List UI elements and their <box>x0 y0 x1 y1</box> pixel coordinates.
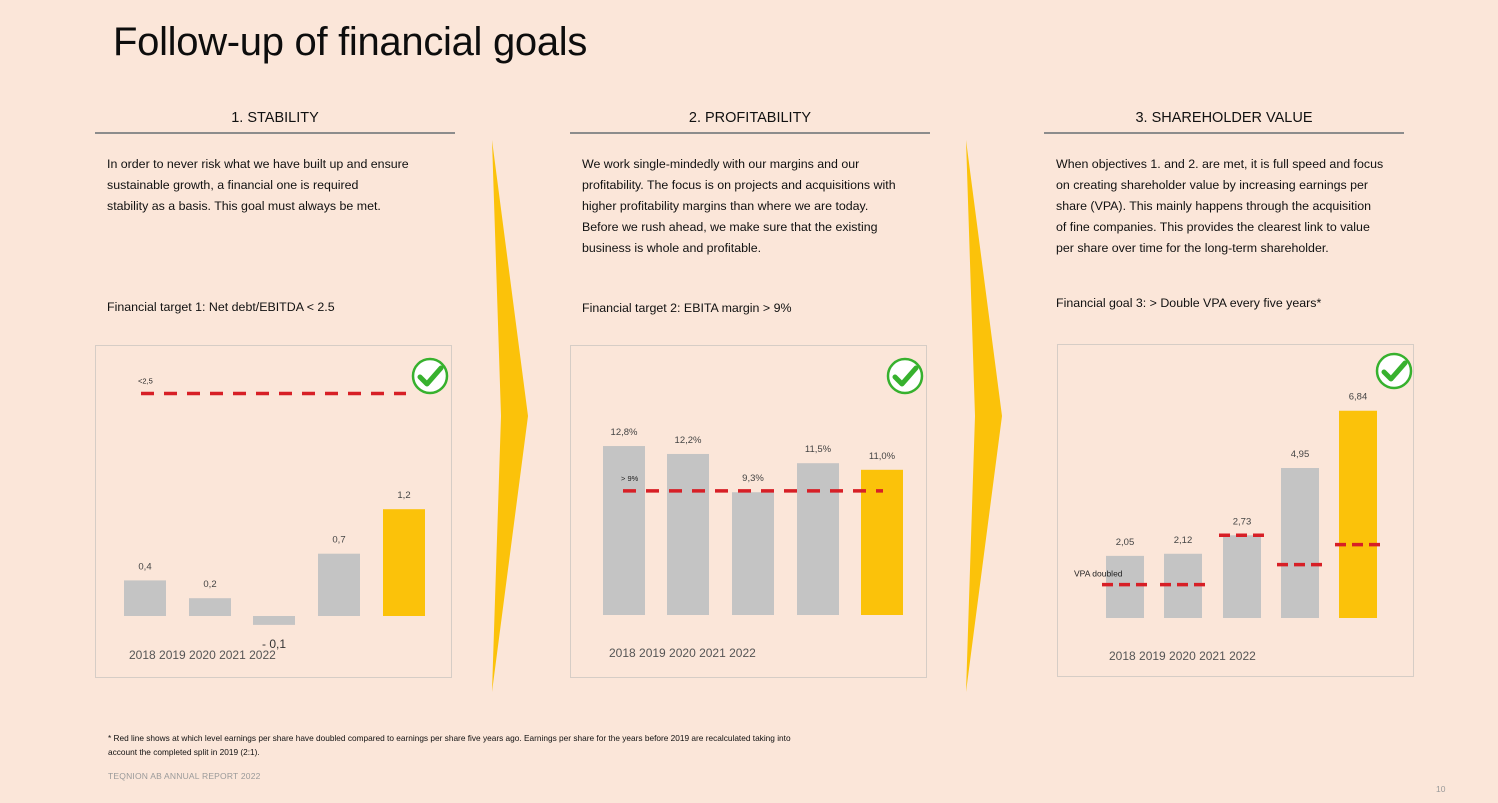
bar-2018 <box>603 446 645 615</box>
x-axis-labels: 2018 2019 2020 2021 2022 <box>1109 649 1256 663</box>
bar-value-label: 6,84 <box>1349 392 1368 403</box>
bar-2018 <box>1106 555 1144 618</box>
description-line: higher profitability margins than where … <box>582 199 869 213</box>
heading-rule <box>95 132 455 134</box>
bar-value-label: 9,3% <box>742 473 764 484</box>
bar-2022 <box>861 469 903 615</box>
heading-rule <box>1044 132 1404 134</box>
doubled-label: VPA doubled <box>1074 569 1123 579</box>
bar-2022 <box>383 509 425 616</box>
description-line: per share over time for the long-term sh… <box>1056 241 1329 255</box>
bar-value-label: 2,73 <box>1233 516 1252 527</box>
bar-2020 <box>253 616 295 625</box>
page-title: Follow-up of financial goals <box>113 20 588 64</box>
column-heading: 3. SHAREHOLDER VALUE <box>1135 110 1313 126</box>
bar-value-label: 0,7 <box>332 535 345 546</box>
chart-shareholder-value-svg: 2,05 2,12 2,73 4,95 6,84 VPA doubled 2018 2019… <box>1074 352 1413 663</box>
bar-value-label: 1,2 <box>397 490 410 501</box>
bar-value-label: 12,2% <box>675 435 702 446</box>
description-line: When objectives 1. and 2. are met, it is… <box>1056 157 1384 171</box>
checkmark-icon <box>411 357 449 395</box>
description-line: In order to never risk what we have buil… <box>107 157 409 171</box>
bar-value-label: 11,5% <box>805 444 832 455</box>
bar-value-label: 0,2 <box>203 579 216 590</box>
description-line: We work single-mindedly with our margins… <box>582 157 860 171</box>
chart-stability-svg: 0,4 0,2 - 0,1 0,7 1,2 <2,5 2018 2019 2020 2021… <box>124 357 449 662</box>
bar-2022 <box>1339 410 1377 618</box>
heading-rule <box>570 132 930 134</box>
description-line: stability as a basis. This goal must alw… <box>107 199 381 213</box>
financial-target: Financial target 2: EBITA margin > 9% <box>582 301 792 315</box>
report-label: TEQNION AB ANNUAL REPORT 2022 <box>108 771 261 781</box>
column-description: When objectives 1. and 2. are met, it is… <box>1056 154 1401 259</box>
x-axis-labels: 2018 2019 2020 2021 2022 <box>129 648 276 662</box>
column-description: We work single-mindedly with our margins… <box>582 154 927 259</box>
description-line: sustainable growth, a financial one is r… <box>107 178 359 192</box>
bar-value-label: 2,05 <box>1116 537 1135 548</box>
chart-shareholder-value: 2,05 2,12 2,73 4,95 6,84 VPA doubled 2018 2019… <box>1057 344 1414 677</box>
bar-2019 <box>667 453 709 615</box>
reference-line-label: > 9% <box>621 474 639 483</box>
chart-profitability-svg: 12,8% 12,2% 9,3% 11,5% 11,0% > 9% 2018 2019 20… <box>603 357 924 660</box>
description-line: share (VPA). This mainly happens through… <box>1056 199 1371 213</box>
footnote-line: account the completed split in 2019 (2:1… <box>108 747 260 757</box>
bar-2018 <box>124 580 166 616</box>
chevron-arrow-icon <box>492 140 528 692</box>
reference-line-label: <2,5 <box>138 377 153 386</box>
bar-value-label: 2,12 <box>1174 535 1193 546</box>
checkmark-tick <box>1381 360 1408 382</box>
footnote: * Red line shows at which level earnings… <box>108 731 888 759</box>
checkmark-tick <box>892 365 919 387</box>
bar-value-label: 4,95 <box>1291 449 1310 460</box>
description-line: Before we rush ahead, we make sure that … <box>582 220 878 234</box>
chart-stability: 0,4 0,2 - 0,1 0,7 1,2 <2,5 2018 2019 2020 2021… <box>95 345 452 678</box>
bar-2020 <box>732 492 774 615</box>
column-heading: 2. PROFITABILITY <box>688 110 812 126</box>
column-heading: 1. STABILITY <box>231 110 319 126</box>
column-description: In order to never risk what we have buil… <box>107 154 452 217</box>
bar-value-label: 11,0% <box>869 451 896 462</box>
financial-target: Financial goal 3: > Double VPA every fiv… <box>1056 296 1322 310</box>
description-line: profitability. The focus is on projects … <box>582 178 896 192</box>
checkmark-icon <box>1375 352 1413 390</box>
checkmark-icon <box>886 357 924 395</box>
x-axis-labels: 2018 2019 2020 2021 2022 <box>609 646 756 660</box>
description-line: business is whole and profitable. <box>582 241 762 255</box>
bar-2021 <box>1281 468 1319 618</box>
page-number: 10 <box>1436 784 1446 794</box>
financial-target: Financial target 1: Net debt/EBITDA < 2.… <box>107 300 335 314</box>
bar-2020 <box>1223 535 1261 618</box>
description-line: on creating shareholder value by increas… <box>1056 178 1369 192</box>
bar-2021 <box>318 553 360 616</box>
footnote-line: * Red line shows at which level earnings… <box>108 733 791 743</box>
bar-value-label: 12,8% <box>611 427 638 438</box>
chart-profitability: 12,8% 12,2% 9,3% 11,5% 11,0% > 9% 2018 2019 20… <box>570 345 927 678</box>
bar-value-label: - 0,1 <box>262 637 286 651</box>
bar-value-label: 0,4 <box>138 561 151 572</box>
description-line: of fine companies. This provides the cle… <box>1056 220 1370 234</box>
chevron-arrow-icon <box>966 140 1002 692</box>
bar-2019 <box>189 598 231 616</box>
checkmark-tick <box>417 365 444 387</box>
bar-2021 <box>797 463 839 615</box>
